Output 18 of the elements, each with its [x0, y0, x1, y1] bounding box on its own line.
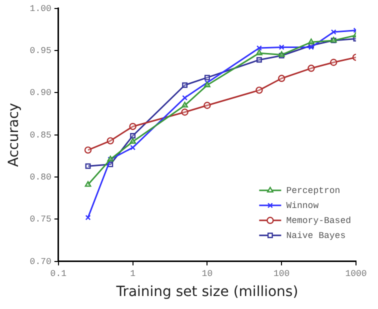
legend-label: Winnow: [286, 200, 320, 211]
x-tick-label: 0.1: [50, 269, 67, 280]
x-tick-label: 100: [274, 269, 290, 280]
y-tick-label: 0.90: [30, 88, 52, 98]
y-axis-title: Accuracy: [6, 102, 22, 167]
y-tick-label: 0.75: [30, 214, 52, 225]
y-tick-label: 0.85: [30, 130, 52, 140]
y-tick-label: 0.80: [30, 172, 52, 182]
y-tick-label: 1.00: [30, 4, 52, 14]
x-tick-label: 1: [130, 269, 136, 280]
x-tick-label: 1000: [345, 269, 367, 280]
x-axis-title: Training set size (millions): [115, 284, 298, 300]
y-tick-label: 0.95: [30, 46, 52, 56]
legend-label: Memory-Based: [286, 216, 351, 226]
legend-label: Perceptron: [286, 186, 340, 196]
legend-label: Naive Bayes: [286, 230, 346, 241]
y-tick-label: 0.70: [30, 256, 52, 267]
x-tick-label: 10: [202, 269, 213, 280]
